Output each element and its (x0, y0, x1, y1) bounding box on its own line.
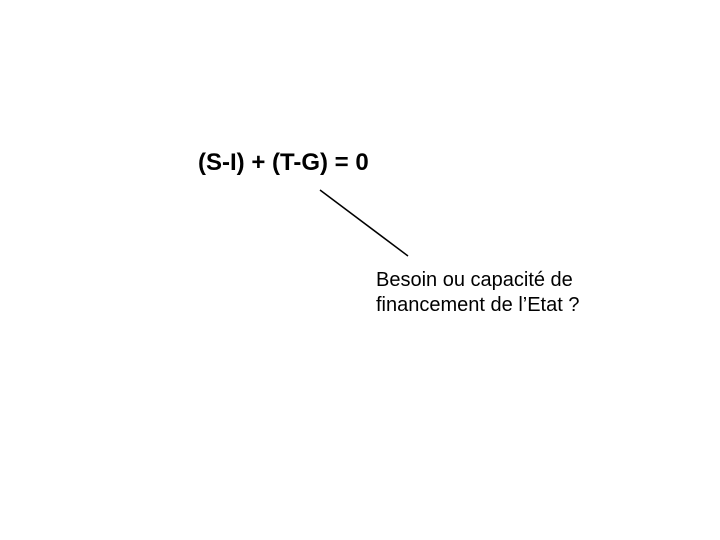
equation-text: (S-I) + (T-G) = 0 (198, 149, 369, 177)
connector-segment (320, 190, 408, 256)
annotation-line-1: Besoin ou capacité de (376, 268, 579, 293)
connector-line (0, 0, 720, 540)
annotation-block: Besoin ou capacité de financement de l’E… (376, 268, 579, 318)
annotation-line-2: financement de l’Etat ? (376, 293, 579, 318)
